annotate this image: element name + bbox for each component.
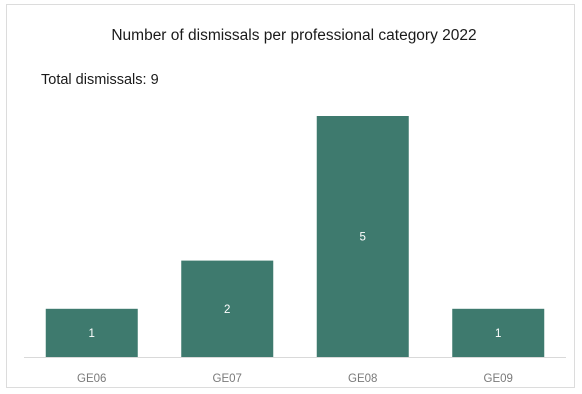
data-label-ge09: 1 xyxy=(495,328,501,340)
x-tick-labels: GE06 GE07 GE08 GE09 xyxy=(77,373,513,385)
x-tick-label-ge09: GE09 xyxy=(484,373,513,385)
data-label-ge07: 2 xyxy=(224,304,230,316)
bars-layer: 1 2 5 1 xyxy=(45,116,545,357)
chart-subtitle: Total dismissals: 9 xyxy=(41,72,159,88)
x-tick-label-ge08: GE08 xyxy=(348,373,377,385)
bar-ge09 xyxy=(452,308,545,357)
bar-ge07 xyxy=(181,260,274,357)
x-tick-label-ge07: GE07 xyxy=(213,373,242,385)
data-label-ge08: 5 xyxy=(360,232,366,244)
bar-ge06 xyxy=(45,308,138,357)
x-tick-label-ge06: GE06 xyxy=(77,373,106,385)
bar-ge08 xyxy=(316,116,409,357)
chart-title: Number of dismissals per professional ca… xyxy=(111,27,476,44)
data-label-ge06: 1 xyxy=(89,328,95,340)
